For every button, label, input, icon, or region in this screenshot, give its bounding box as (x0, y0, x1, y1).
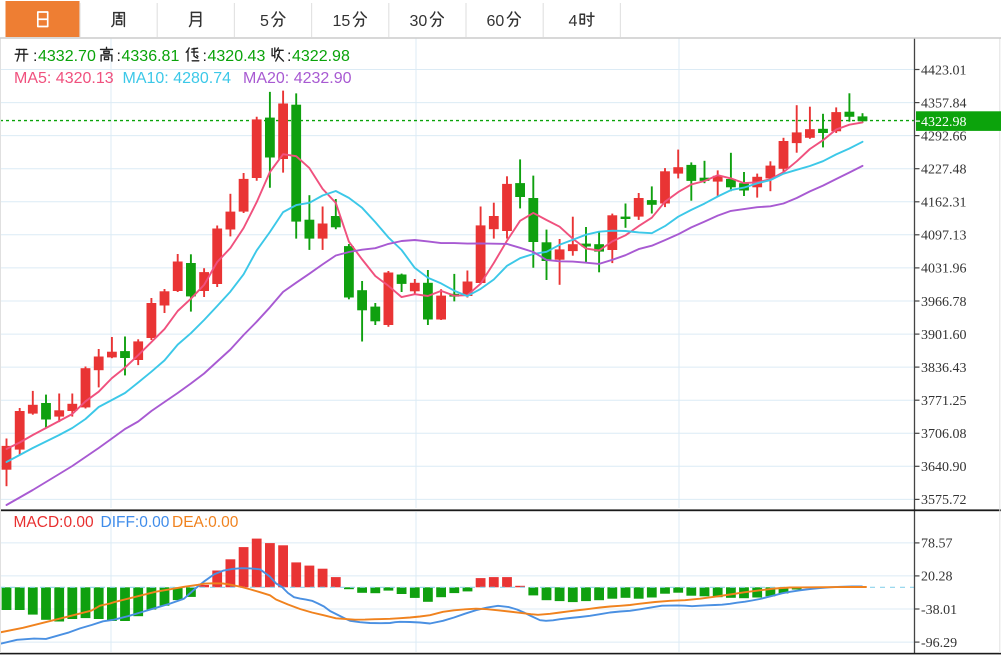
svg-text:78.57: 78.57 (921, 537, 953, 552)
svg-text:15: 15 (333, 13, 351, 30)
svg-text::: : (33, 48, 37, 65)
svg-text:20.28: 20.28 (921, 570, 953, 585)
svg-text:MA5: 4320.13: MA5: 4320.13 (14, 70, 114, 87)
svg-text:4320.43: 4320.43 (208, 48, 266, 65)
svg-text:3966.78: 3966.78 (921, 295, 967, 310)
svg-text:MACD:0.00: MACD:0.00 (14, 514, 94, 531)
svg-text:3901.60: 3901.60 (921, 328, 967, 343)
svg-text:3771.25: 3771.25 (921, 394, 967, 409)
svg-text:4423.01: 4423.01 (921, 63, 967, 78)
svg-text:4336.81: 4336.81 (122, 48, 180, 65)
svg-text:4: 4 (569, 13, 578, 30)
svg-text::: : (117, 48, 121, 65)
svg-text:3836.43: 3836.43 (921, 361, 967, 376)
svg-text:5: 5 (260, 13, 269, 30)
svg-text:3706.08: 3706.08 (921, 427, 967, 442)
svg-text:4357.84: 4357.84 (921, 96, 967, 111)
svg-text:MA20: 4232.90: MA20: 4232.90 (243, 70, 352, 87)
svg-text:4322.98: 4322.98 (921, 115, 967, 130)
svg-text:4097.13: 4097.13 (921, 229, 967, 244)
svg-text:DEA:0.00: DEA:0.00 (172, 514, 239, 531)
svg-text:3575.72: 3575.72 (921, 493, 967, 508)
svg-text:4227.48: 4227.48 (921, 163, 967, 178)
svg-text:4162.31: 4162.31 (921, 196, 967, 211)
svg-text:60: 60 (487, 13, 505, 30)
svg-text:-96.29: -96.29 (921, 636, 957, 651)
svg-text:4322.98: 4322.98 (292, 48, 350, 65)
svg-text:30: 30 (410, 13, 428, 30)
svg-text:3640.90: 3640.90 (921, 460, 967, 475)
svg-text::: : (203, 48, 207, 65)
svg-text:MA10: 4280.74: MA10: 4280.74 (123, 70, 232, 87)
svg-text:-38.01: -38.01 (921, 603, 957, 618)
svg-text::: : (287, 48, 291, 65)
svg-text:4292.66: 4292.66 (921, 129, 967, 144)
svg-text:4031.96: 4031.96 (921, 262, 967, 277)
svg-text:4332.70: 4332.70 (38, 48, 96, 65)
svg-text:DIFF:0.00: DIFF:0.00 (101, 514, 170, 531)
